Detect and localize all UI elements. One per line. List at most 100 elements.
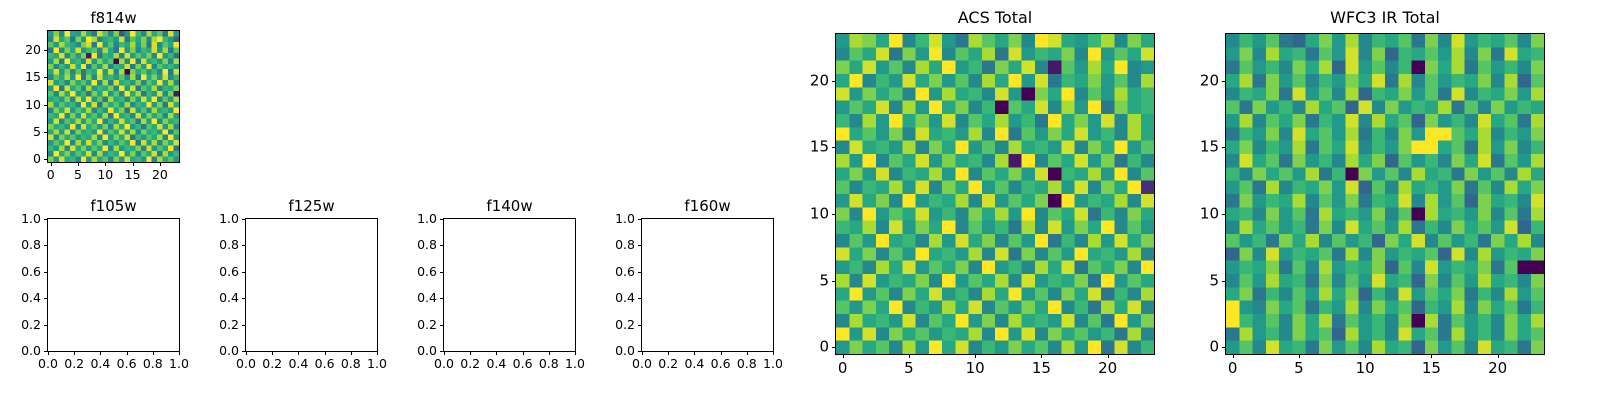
y-tick-label: 1.0 xyxy=(21,210,41,226)
x-tick-mark xyxy=(470,351,472,355)
x-tick-mark xyxy=(773,351,774,355)
y-tick-label: 1.0 xyxy=(615,210,635,226)
x-tick-mark xyxy=(272,351,274,355)
heatmap-image-f814w xyxy=(48,31,179,162)
y-tick-mark xyxy=(832,147,836,149)
x-tick-mark xyxy=(1232,354,1234,358)
y-tick-mark xyxy=(832,214,836,215)
x-tick-mark xyxy=(132,162,134,166)
y-tick-mark xyxy=(44,77,48,79)
y-tick-label: 0.6 xyxy=(21,263,41,279)
y-tick-mark xyxy=(44,245,48,247)
y-tick-mark xyxy=(44,271,48,273)
y-tick-mark xyxy=(638,219,642,220)
x-tick-mark xyxy=(642,351,643,355)
x-tick-mark xyxy=(152,351,154,355)
y-tick-mark xyxy=(242,271,246,273)
y-tick-label: 5 xyxy=(1209,271,1219,290)
x-tick-label: 5 xyxy=(1294,359,1304,377)
y-tick-mark xyxy=(1222,214,1226,215)
y-tick-mark xyxy=(638,271,642,273)
subplot-title-f814w: f814w xyxy=(90,9,137,27)
heatmap-image-acs-total xyxy=(836,34,1154,354)
subplot-f105w: f105w 0.0 0.2 0.4 0.6 0.8 1.0 0.0 0.2 0.4 0.6 0.8 1… xyxy=(21,197,189,370)
y-tick-label: 0.8 xyxy=(615,237,635,253)
x-tick-mark xyxy=(126,351,128,355)
x-tick-mark xyxy=(159,162,161,166)
x-tick-label: 0.6 xyxy=(710,356,731,371)
y-tick-mark xyxy=(1222,347,1226,349)
y-tick-mark xyxy=(44,219,48,220)
y-tick-label: 20 xyxy=(1199,71,1219,90)
subplot-wfc3-ir-total: WFC3 IR Total 0 5 10 15 20 0 5 10 15 20 xyxy=(1200,8,1545,376)
x-tick-mark xyxy=(48,351,49,355)
x-tick-label: 15 xyxy=(1421,359,1441,377)
y-tick-mark xyxy=(638,324,642,326)
y-tick-label: 0.0 xyxy=(417,342,437,358)
x-tick-label: 0.0 xyxy=(38,356,58,371)
y-tick-label: 1.0 xyxy=(417,210,437,226)
y-tick-label: 5 xyxy=(819,271,829,290)
heatmap-image-wfc3-ir-total xyxy=(1226,34,1544,354)
y-tick-label: 0.6 xyxy=(615,263,635,279)
y-tick-label: 0.2 xyxy=(417,316,437,332)
y-tick-label: 0.2 xyxy=(615,316,635,332)
y-tick-label: 0.8 xyxy=(21,237,41,253)
x-tick-label: 10 xyxy=(97,167,114,182)
x-tick-mark xyxy=(78,162,80,166)
y-tick-label: 0 xyxy=(1209,337,1219,356)
y-tick-label: 0.4 xyxy=(615,289,635,305)
x-tick-label: 0.6 xyxy=(314,356,335,371)
y-tick-label: 5 xyxy=(33,123,41,139)
y-tick-label: 0.2 xyxy=(219,316,239,332)
x-tick-mark xyxy=(496,351,498,355)
y-tick-label: 0.0 xyxy=(615,342,635,358)
y-tick-mark xyxy=(44,50,48,52)
x-tick-mark xyxy=(444,351,445,355)
x-tick-label: 0.8 xyxy=(538,356,559,371)
y-tick-label: 0.4 xyxy=(417,289,437,305)
y-tick-mark xyxy=(44,131,48,133)
subplot-title-f105w: f105w xyxy=(90,197,137,215)
y-tick-mark xyxy=(242,245,246,247)
y-tick-mark xyxy=(44,298,48,300)
x-tick-label: 20 xyxy=(151,167,168,182)
x-tick-mark xyxy=(1298,354,1300,358)
y-tick-label: 0.4 xyxy=(219,289,239,305)
y-tick-label: 0.4 xyxy=(21,289,41,305)
x-tick-mark xyxy=(1365,354,1367,358)
y-tick-label: 1.0 xyxy=(219,210,239,226)
y-tick-mark xyxy=(1222,280,1226,282)
y-tick-mark xyxy=(44,159,48,161)
x-tick-label: 15 xyxy=(1031,359,1051,377)
y-tick-mark xyxy=(440,298,444,300)
y-tick-label: 15 xyxy=(25,69,41,85)
x-tick-label: 20 xyxy=(1098,359,1118,377)
y-tick-label: 0.2 xyxy=(21,316,41,332)
x-tick-mark xyxy=(975,354,977,358)
y-tick-label: 0.8 xyxy=(417,237,437,253)
x-tick-label: 0.6 xyxy=(512,356,533,371)
subplot-title-f140w: f140w xyxy=(486,197,533,215)
y-tick-label: 10 xyxy=(25,96,41,112)
subplot-title-acs-total: ACS Total xyxy=(957,8,1033,27)
y-tick-label: 0 xyxy=(33,151,41,167)
x-tick-mark xyxy=(179,351,180,355)
x-tick-mark xyxy=(522,351,524,355)
y-tick-mark xyxy=(440,271,444,273)
x-tick-label: 0.4 xyxy=(684,356,705,371)
y-tick-mark xyxy=(44,104,48,106)
x-tick-mark xyxy=(377,351,378,355)
y-tick-mark xyxy=(440,219,444,220)
y-tick-mark xyxy=(242,351,246,352)
x-tick-mark xyxy=(246,351,247,355)
x-tick-label: 0.4 xyxy=(288,356,309,371)
y-tick-mark xyxy=(832,80,836,82)
x-tick-label: 0.0 xyxy=(434,356,454,371)
y-tick-label: 15 xyxy=(809,137,829,156)
x-tick-mark xyxy=(908,354,910,358)
x-tick-label: 0.2 xyxy=(460,356,481,371)
x-tick-label: 1.0 xyxy=(565,356,585,371)
y-tick-label: 0.8 xyxy=(219,237,239,253)
